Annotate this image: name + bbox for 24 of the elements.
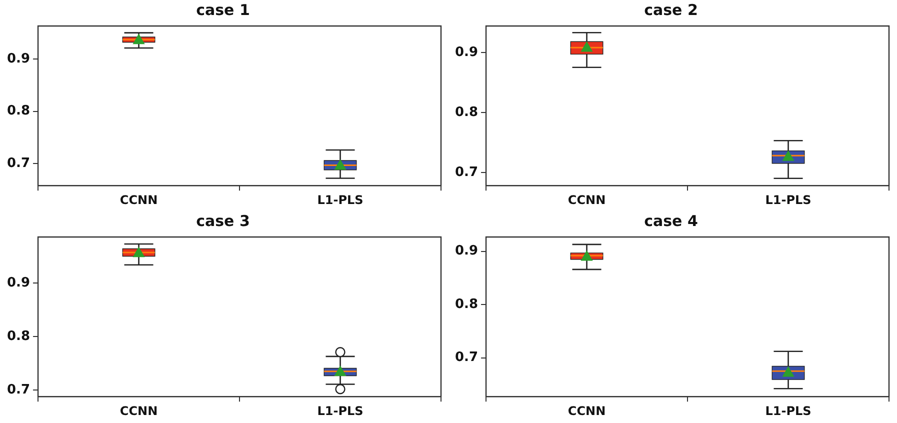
y-tick-label: 0.8 [455,296,478,312]
x-tick-label: L1-PLS [765,192,812,207]
x-tick-label: L1-PLS [317,192,364,207]
y-tick-label: 0.9 [7,51,30,66]
x-tick-label: CCNN [120,404,158,418]
x-tick-label: L1-PLS [317,404,364,418]
y-tick-label: 0.9 [455,44,478,60]
y-tick-label: 0.7 [455,350,478,366]
y-tick-label: 0.9 [455,244,478,259]
y-tick-label: 0.8 [455,104,478,120]
y-tick-label: 0.7 [7,382,30,398]
chart-title: case 4 [644,212,698,230]
x-tick-label: CCNN [568,404,606,418]
y-tick-label: 0.8 [7,328,30,344]
x-tick-label: L1-PLS [765,404,812,418]
chart-title: case 3 [196,212,250,230]
chart-title: case 2 [644,0,698,19]
x-tick-label: CCNN [120,192,158,207]
x-tick-label: CCNN [568,192,606,207]
y-tick-label: 0.7 [455,164,478,180]
y-tick-label: 0.9 [7,275,30,290]
chart-title: case 1 [196,0,250,19]
y-tick-label: 0.7 [7,156,30,171]
y-tick-label: 0.8 [7,104,30,119]
